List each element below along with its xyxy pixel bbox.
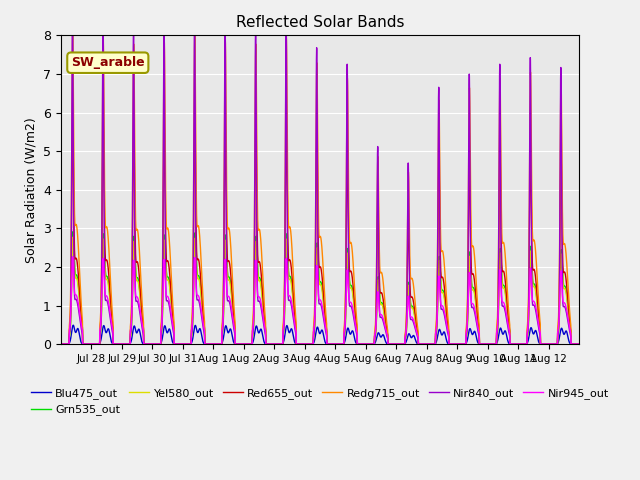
Blu475_out [370, 341, 378, 347]
Blu475_out [104, 326, 112, 332]
Nir840_out [575, 341, 583, 347]
Yel580_out [370, 341, 378, 347]
Grn535_out [104, 276, 112, 282]
Nir840_out [376, 304, 383, 310]
Nir840_out [68, 12, 76, 18]
Redg715_out [69, 29, 77, 35]
Nir945_out [370, 341, 378, 347]
Blu475_out [376, 331, 383, 337]
Redg715_out [140, 318, 147, 324]
Red655_out [69, 117, 77, 123]
Blu475_out [69, 323, 77, 328]
Yel580_out [69, 234, 77, 240]
Red655_out [104, 264, 112, 269]
Red655_out [57, 341, 65, 347]
Blu475_out [57, 341, 65, 347]
Nir840_out [104, 301, 112, 307]
Grn535_out [376, 288, 383, 294]
Red655_out [575, 341, 583, 347]
Red655_out [165, 263, 173, 268]
Blu475_out [428, 341, 435, 347]
Nir840_out [140, 332, 147, 337]
Grn535_out [165, 276, 173, 282]
Grn535_out [140, 327, 147, 333]
Line: Redg715_out: Redg715_out [61, 32, 579, 344]
Text: SW_arable: SW_arable [71, 56, 145, 69]
Nir945_out [104, 297, 112, 303]
Nir945_out [575, 341, 583, 347]
Redg715_out [57, 341, 65, 347]
Line: Grn535_out: Grn535_out [61, 231, 579, 344]
Line: Yel580_out: Yel580_out [61, 237, 579, 344]
Title: Reflected Solar Bands: Reflected Solar Bands [236, 15, 404, 30]
Line: Red655_out: Red655_out [61, 120, 579, 344]
Grn535_out [428, 341, 435, 347]
Nir945_out [165, 297, 173, 302]
Redg715_out [376, 252, 383, 257]
Yel580_out [140, 327, 147, 333]
Red655_out [376, 276, 383, 282]
Redg715_out [575, 341, 583, 347]
Nir945_out [68, 254, 76, 260]
Redg715_out [370, 341, 378, 347]
Nir945_out [376, 308, 383, 314]
Line: Nir945_out: Nir945_out [61, 257, 579, 344]
Redg715_out [104, 233, 112, 239]
Redg715_out [165, 231, 173, 237]
Nir945_out [57, 341, 65, 347]
Yel580_out [104, 280, 112, 286]
Nir840_out [428, 341, 435, 347]
Yel580_out [57, 341, 65, 347]
Blu475_out [575, 341, 583, 347]
Yel580_out [428, 341, 435, 347]
Redg715_out [428, 341, 435, 347]
Yel580_out [575, 341, 583, 347]
Grn535_out [69, 228, 77, 234]
Line: Nir840_out: Nir840_out [61, 15, 579, 344]
Legend: Blu475_out, Grn535_out, Yel580_out, Red655_out, Redg715_out, Nir840_out, Nir945_: Blu475_out, Grn535_out, Yel580_out, Red6… [26, 384, 614, 420]
Red655_out [140, 325, 147, 331]
Y-axis label: Solar Radiation (W/m2): Solar Radiation (W/m2) [24, 117, 37, 263]
Nir840_out [165, 301, 173, 307]
Red655_out [428, 341, 435, 347]
Yel580_out [376, 290, 383, 296]
Nir945_out [428, 341, 435, 347]
Red655_out [370, 341, 378, 347]
Grn535_out [370, 341, 378, 347]
Blu475_out [165, 326, 173, 332]
Grn535_out [57, 341, 65, 347]
Nir840_out [57, 341, 65, 347]
Grn535_out [575, 341, 583, 347]
Line: Blu475_out: Blu475_out [61, 325, 579, 344]
Blu475_out [140, 341, 147, 347]
Nir945_out [140, 329, 147, 335]
Yel580_out [165, 279, 173, 285]
Nir840_out [370, 341, 378, 347]
